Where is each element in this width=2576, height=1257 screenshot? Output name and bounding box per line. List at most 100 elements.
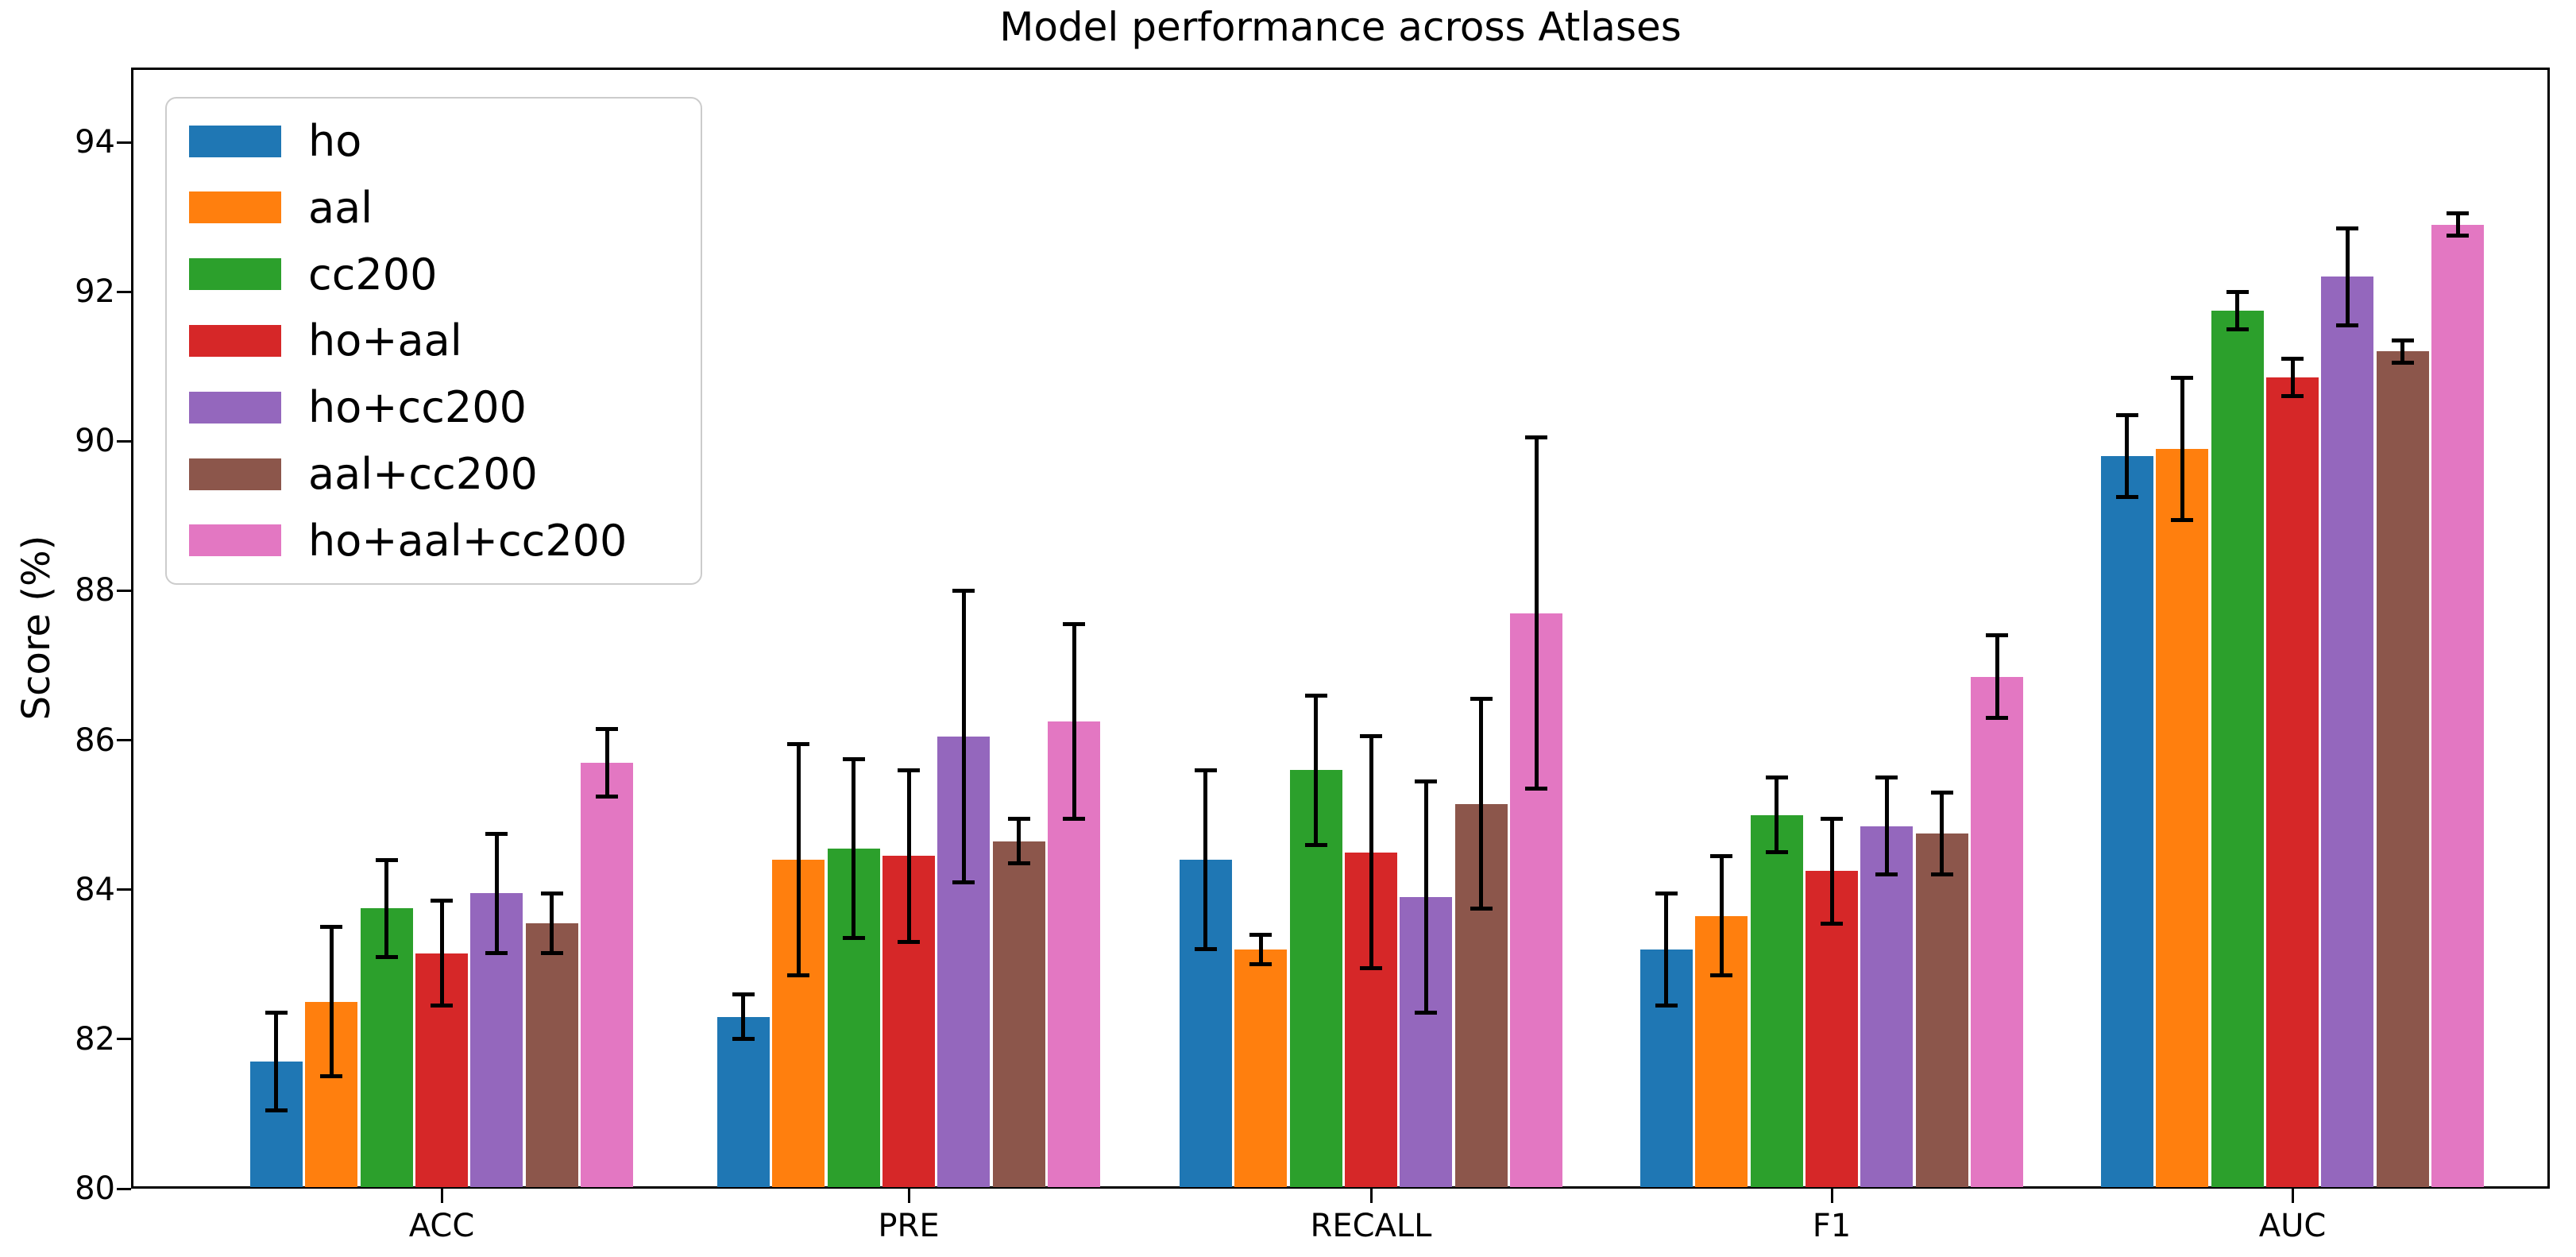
error-bar-line [2125,415,2130,497]
x-tick-mark [2291,1189,2294,1203]
error-bar-cap-top [1655,891,1678,895]
error-bar-cap-bottom [2226,327,2249,331]
x-tick-label: PRE [878,1208,940,1244]
y-tick-label: 90 [75,423,115,460]
y-tick-mark [117,739,131,742]
error-bar-cap-bottom [1470,906,1493,911]
bar [2376,351,2429,1187]
error-bar-cap-top [842,756,865,761]
error-bar-line [1369,736,1373,969]
error-bar-cap-top [596,726,619,731]
error-bar-cap-bottom [2171,517,2194,522]
chart-title: Model performance across Atlases [999,4,1682,50]
error-bar-cap-top [2281,357,2304,362]
error-bar-cap-top [485,831,508,836]
legend-label: ho [308,116,362,166]
error-bar-line [2235,292,2240,330]
error-bar-line [1203,770,1208,950]
legend-swatch [189,191,281,224]
error-bar-cap-top [898,768,920,772]
bar [716,1016,770,1187]
error-bar-cap-top [1063,622,1086,627]
error-bar-cap-bottom [842,936,865,941]
error-bar-line [439,900,444,1006]
error-bar-cap-top [540,891,563,895]
error-bar-cap-top [1821,816,1843,821]
error-bar-cap-bottom [1360,966,1382,970]
error-bar-cap-bottom [2336,323,2359,328]
legend-item: ho+aal [189,317,685,365]
bar [1750,814,1803,1187]
error-bar-cap-top [1249,932,1273,937]
legend-swatch [189,258,281,291]
error-bar-cap-bottom [265,1108,288,1112]
y-axis-label: Score (%) [14,535,59,721]
legend-label: aal [308,182,373,233]
error-bar-cap-top [952,588,975,593]
error-bar-cap-top [265,1011,288,1015]
bar [2431,224,2485,1187]
error-bar-cap-top [1525,435,1548,440]
legend-item: ho+aal+cc200 [189,516,685,564]
legend-label: aal+cc200 [308,448,538,499]
bar [2156,448,2209,1187]
error-bar-line [2400,340,2405,363]
error-bar-cap-top [1194,768,1217,772]
x-tick-mark [1369,1189,1373,1203]
error-bar-line [1719,856,1724,976]
error-bar-line [796,744,801,976]
error-bar-line [1664,893,1669,1006]
bar [2211,310,2264,1187]
error-bar-line [550,893,554,953]
error-bar-cap-bottom [540,951,563,956]
error-bar-cap-bottom [1821,921,1843,926]
legend-item: aal [189,184,685,231]
error-bar-cap-bottom [1194,947,1217,952]
y-tick-mark [117,439,131,443]
bar [1234,949,1288,1187]
error-bar-cap-bottom [2447,234,2470,238]
error-bar-cap-bottom [1525,787,1548,791]
error-bar-line [1829,818,1834,924]
error-bar-cap-top [1470,697,1493,702]
error-bar-cap-bottom [952,880,975,884]
bar [525,923,578,1187]
x-tick-label: ACC [408,1208,475,1244]
legend-swatch [189,324,281,357]
bar [581,762,634,1187]
y-tick-label: 80 [75,1170,115,1207]
legend-swatch [189,458,281,490]
error-bar-cap-bottom [1710,973,1733,978]
error-bar-cap-top [320,925,343,930]
error-bar-line [1940,792,1945,875]
legend-item: ho+cc200 [189,384,685,431]
bar [1971,676,2024,1187]
error-bar-cap-top [2171,375,2194,380]
y-tick-label: 92 [75,273,115,311]
error-bar-cap-bottom [2115,495,2138,500]
error-bar-cap-top [1710,853,1733,858]
error-bar-cap-top [375,857,398,862]
error-bar-line [274,1012,279,1111]
bar [2321,277,2374,1187]
error-bar-cap-top [2391,338,2414,342]
error-bar-line [2180,377,2184,520]
bar [1860,826,1914,1187]
y-tick-label: 84 [75,871,115,908]
error-bar-cap-top [2336,226,2359,230]
error-bar-cap-bottom [1930,872,1953,877]
x-tick-mark [1830,1189,1833,1203]
y-tick-label: 82 [75,1020,115,1058]
legend-swatch [189,125,281,157]
error-bar-cap-bottom [1007,861,1030,866]
error-bar-cap-bottom [1655,1004,1678,1008]
error-bar-line [852,759,856,938]
y-tick-mark [117,1187,131,1190]
bar [2100,456,2153,1187]
error-bar-cap-bottom [485,951,508,956]
y-tick-label: 88 [75,572,115,609]
y-tick-mark [117,888,131,892]
error-bar-line [1072,624,1076,819]
error-bar-cap-top [1930,790,1953,795]
error-bar-line [1423,781,1428,1013]
